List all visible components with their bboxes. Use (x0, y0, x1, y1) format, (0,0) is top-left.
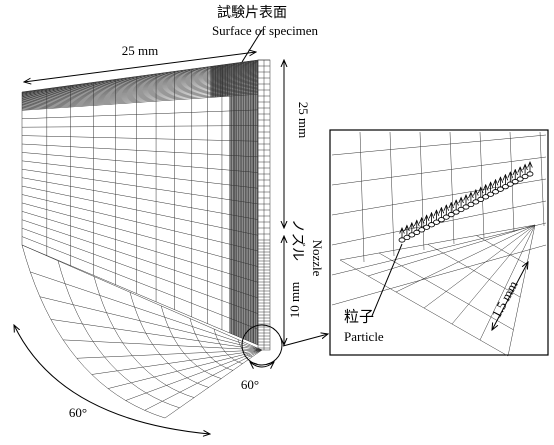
surface-label-en: Surface of specimen (212, 23, 319, 38)
mesh-line (22, 203, 258, 267)
nozzle-dim-label: 10 mm (287, 282, 302, 318)
nozzle-label-en: Nozzle (310, 240, 325, 277)
nozzle-label-ja: ノズル (289, 219, 305, 261)
mesh-line (22, 245, 258, 345)
mesh-line (22, 237, 258, 330)
nozzle-angle-label: 60° (241, 377, 259, 392)
mesh (22, 60, 270, 418)
mesh-line (22, 110, 258, 119)
surface-label-ja: 試験片表面 (217, 5, 287, 21)
mesh-line (22, 220, 258, 298)
particle-label-en: Particle (344, 329, 384, 344)
particle-label-ja: 粒子 (344, 308, 374, 325)
mesh-line (22, 136, 258, 142)
mesh-line (22, 195, 258, 251)
fan-angle-label: 60° (69, 405, 87, 420)
mesh-line (22, 152, 258, 172)
width-label: 25 mm (122, 43, 158, 58)
height-label: 25 mm (296, 102, 311, 138)
mesh-line (22, 144, 258, 157)
detail-leader (283, 334, 328, 346)
figure: 試験片表面 Surface of specimen 25 mm 25 mm 10… (0, 0, 554, 440)
mesh-line (22, 186, 258, 235)
mesh-line (22, 126, 258, 128)
fan-angle-arc (14, 325, 210, 434)
particle (527, 172, 533, 176)
mesh-line (22, 211, 258, 282)
page: {"labels":{"surface_ja":"試験片表面","surface… (0, 0, 554, 440)
